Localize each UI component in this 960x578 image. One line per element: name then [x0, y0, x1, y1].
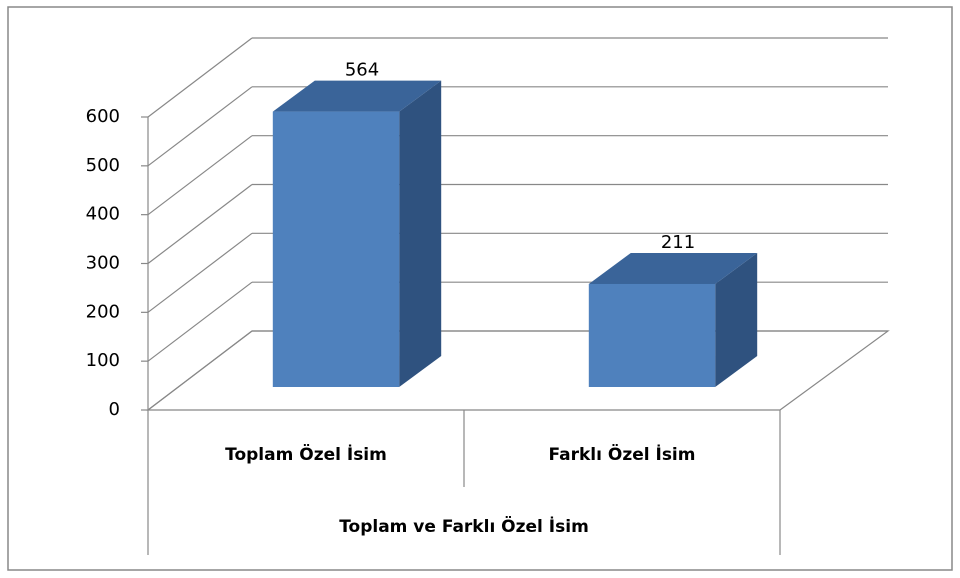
data-label: 564: [345, 60, 379, 81]
grid-line: [147, 232, 253, 313]
x-tick-label: Farklı Özel İsim: [549, 443, 696, 465]
bar-side: [715, 252, 758, 387]
y-tick-label: 200: [86, 301, 120, 322]
grid-line: [147, 86, 253, 167]
bar: [272, 111, 400, 387]
y-tick-label: 400: [86, 204, 120, 225]
chart-border: [7, 6, 953, 571]
y-tick-label: 100: [86, 350, 120, 371]
bar-top: [272, 80, 442, 112]
bar-top: [588, 252, 758, 284]
x-axis-title: Toplam ve Farklı Özel İsim: [339, 515, 589, 537]
bar-side: [399, 80, 442, 387]
data-label: 211: [661, 232, 695, 253]
bar: [588, 283, 716, 387]
grid-line: [147, 37, 253, 118]
y-tick-label: 0: [109, 399, 120, 420]
grid-line: [147, 184, 253, 264]
x-tick-label: Toplam Özel İsim: [225, 443, 387, 465]
y-tick-label: 500: [86, 155, 120, 176]
y-tick-label: 600: [86, 106, 120, 127]
grid-line: [147, 330, 253, 411]
y-tick-label: 300: [86, 253, 120, 274]
grid-line: [147, 135, 253, 216]
grid-line: [147, 281, 253, 362]
